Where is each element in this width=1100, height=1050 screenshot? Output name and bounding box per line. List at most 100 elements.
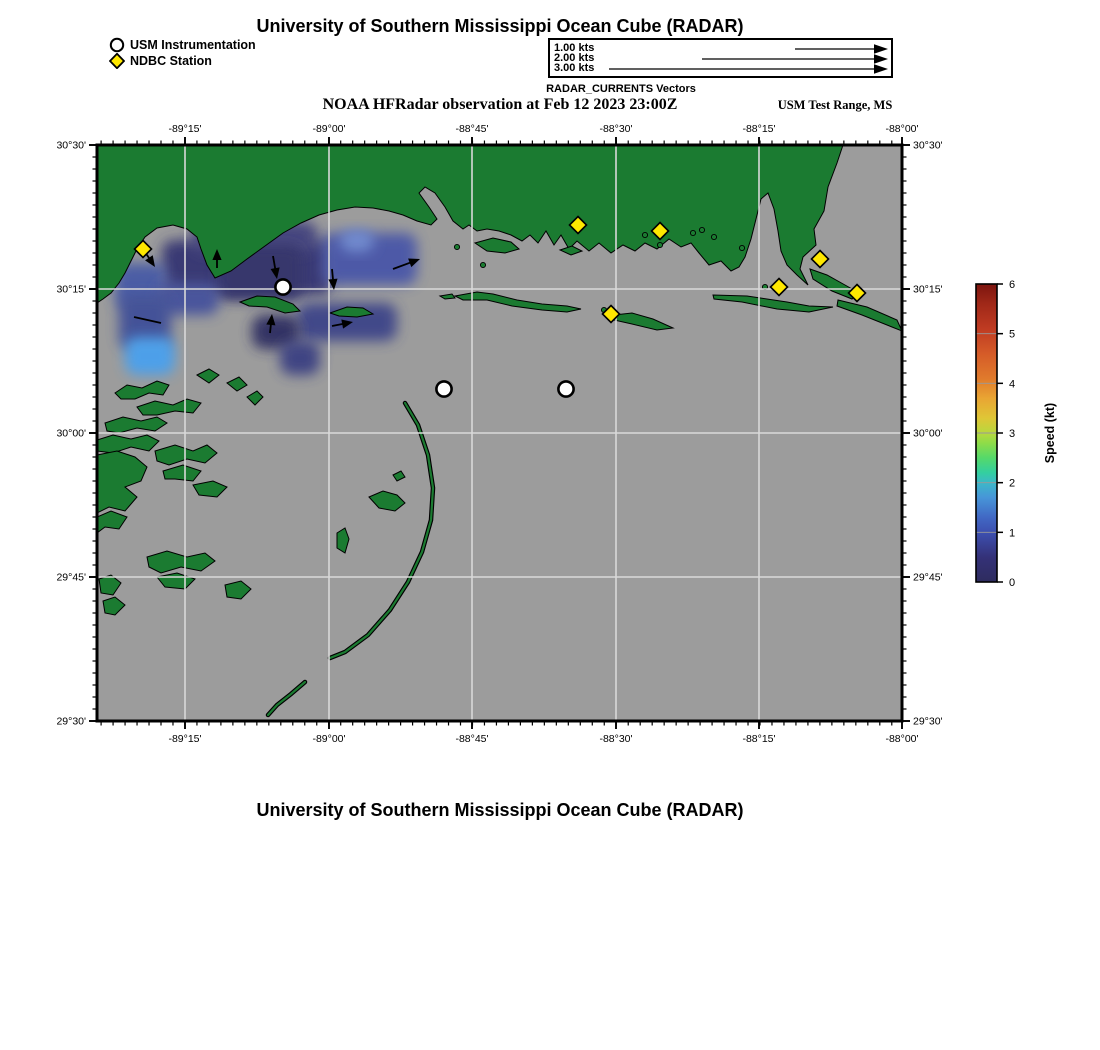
island bbox=[836, 299, 902, 332]
colorbar-tick-label: 5 bbox=[1009, 329, 1015, 341]
y-axis-label-left: 30°30' bbox=[57, 140, 86, 152]
island bbox=[336, 527, 350, 554]
ndbc-station-marker bbox=[650, 221, 670, 241]
x-axis-label-bottom: -88°45' bbox=[455, 733, 488, 745]
x-axis-label-top: -89°15' bbox=[168, 123, 201, 135]
marsh-island bbox=[246, 390, 264, 406]
islet bbox=[710, 233, 718, 241]
island bbox=[392, 470, 406, 482]
x-axis-label-top: -89°00' bbox=[312, 123, 345, 135]
vector-scale-label-1: 1.00 kts bbox=[554, 42, 595, 54]
colorbar: 0 1 2 3 4 5 6 Speed (kt) bbox=[975, 279, 1057, 589]
map-root: -89°15' -89°15' -89°00' -89°00' -88°45' -88°4… bbox=[57, 123, 943, 745]
y-axis-label-right: 30°15' bbox=[913, 284, 943, 296]
marsh-island bbox=[226, 376, 248, 392]
marsh-island bbox=[98, 574, 122, 596]
x-axis-label-bottom: -89°00' bbox=[312, 733, 345, 745]
stations bbox=[133, 215, 867, 398]
island bbox=[473, 237, 521, 254]
colorbar-tick-label: 4 bbox=[1009, 378, 1015, 390]
map-clipped-content bbox=[97, 145, 902, 721]
vector-scale-caption: RADAR_CURRENTS Vectors bbox=[546, 83, 696, 95]
y-axis-label-right: 30°30' bbox=[913, 140, 943, 152]
marsh-island bbox=[102, 596, 126, 616]
island bbox=[558, 245, 584, 256]
marsh-island bbox=[162, 464, 202, 482]
x-axis-label-top: -88°30' bbox=[599, 123, 632, 135]
y-axis-label-right: 29°45' bbox=[913, 572, 943, 584]
marsh-island bbox=[97, 450, 148, 514]
axis-labels: -89°15' -89°15' -89°00' -89°00' -88°45' -88°4… bbox=[57, 123, 943, 745]
ndbc-station-marker bbox=[133, 239, 153, 259]
island bbox=[712, 294, 834, 313]
bottom-title: University of Southern Mississippi Ocean… bbox=[256, 800, 744, 820]
usm-instrumentation-marker bbox=[557, 380, 575, 398]
axis-ticks bbox=[89, 137, 910, 729]
y-axis-label-right: 29°30' bbox=[913, 716, 943, 728]
marsh-island bbox=[224, 580, 252, 600]
y-axis-label-left: 29°45' bbox=[57, 572, 86, 584]
x-axis-label-bottom: -88°00' bbox=[885, 733, 918, 745]
islet bbox=[689, 229, 697, 237]
colorbar-tick-label: 0 bbox=[1009, 577, 1015, 589]
legend-item-ndbc: NDBC Station bbox=[109, 53, 212, 69]
current-vectors bbox=[133, 248, 420, 334]
x-axis-label-bottom: -88°15' bbox=[742, 733, 775, 745]
map-canvas: -89°15' -89°15' -89°00' -89°00' -88°45' -88°4… bbox=[57, 123, 943, 745]
marsh-island bbox=[114, 380, 170, 400]
islet bbox=[656, 241, 664, 249]
vector-scale-label-3: 3.00 kts bbox=[554, 62, 595, 74]
y-axis-label-right: 30°00' bbox=[913, 428, 943, 440]
gridlines bbox=[97, 145, 902, 721]
island bbox=[328, 306, 375, 318]
y-axis-label-left: 30°00' bbox=[57, 428, 86, 440]
marsh-island bbox=[97, 434, 160, 454]
colorbar-title: Speed (kt) bbox=[1043, 403, 1057, 463]
island bbox=[453, 291, 582, 313]
islet bbox=[453, 243, 461, 251]
top-title: University of Southern Mississippi Ocean… bbox=[256, 16, 744, 36]
marsh-island bbox=[104, 416, 168, 434]
usm-circle-icon bbox=[109, 37, 125, 53]
ndbc-station-marker bbox=[847, 283, 867, 303]
ndbc-station-marker bbox=[601, 304, 621, 324]
islet bbox=[479, 261, 487, 269]
marsh-island bbox=[97, 510, 128, 534]
legend-item-usm: USM Instrumentation bbox=[109, 37, 256, 53]
barrier-arc bbox=[266, 680, 307, 717]
islet bbox=[698, 226, 706, 234]
ndbc-station-marker bbox=[568, 215, 588, 235]
legend-label-usm: USM Instrumentation bbox=[130, 38, 256, 52]
x-axis-label-top: -88°00' bbox=[885, 123, 918, 135]
colorbar-tick-label: 3 bbox=[1009, 428, 1015, 440]
legend-label-ndbc: NDBC Station bbox=[130, 54, 212, 68]
usm-instrumentation-marker bbox=[435, 380, 453, 398]
island bbox=[438, 293, 456, 300]
mainland bbox=[97, 145, 844, 304]
x-axis-label-bottom: -88°30' bbox=[599, 733, 632, 745]
y-axis-label-left: 29°30' bbox=[57, 716, 86, 728]
y-axis-label-left: 30°15' bbox=[57, 284, 86, 296]
ndbc-station-marker bbox=[810, 249, 830, 269]
island bbox=[613, 312, 675, 331]
island bbox=[238, 295, 302, 314]
colorbar-tick-label: 1 bbox=[1009, 527, 1015, 539]
x-axis-label-bottom: -89°15' bbox=[168, 733, 201, 745]
ndbc-diamond-icon bbox=[109, 53, 125, 69]
x-axis-label-top: -88°15' bbox=[742, 123, 775, 135]
marsh-island bbox=[196, 368, 220, 384]
vector-scale-label-2: 2.00 kts bbox=[554, 52, 595, 64]
observation-subtitle: NOAA HFRadar observation at Feb 12 2023 … bbox=[322, 96, 678, 113]
marsh-island bbox=[154, 444, 218, 466]
islet bbox=[641, 231, 649, 239]
x-axis-label-top: -88°45' bbox=[455, 123, 488, 135]
vector-scale-arrows bbox=[609, 44, 888, 74]
islet bbox=[738, 244, 746, 252]
marsh-island bbox=[192, 480, 228, 498]
test-range-label: USM Test Range, MS bbox=[777, 98, 893, 112]
vector-scale-box: 1.00 kts 2.00 kts 3.00 kts bbox=[548, 38, 893, 78]
marsh-island bbox=[146, 550, 216, 574]
colorbar-tick-label: 6 bbox=[1009, 279, 1015, 291]
ndbc-station-marker bbox=[769, 277, 789, 297]
